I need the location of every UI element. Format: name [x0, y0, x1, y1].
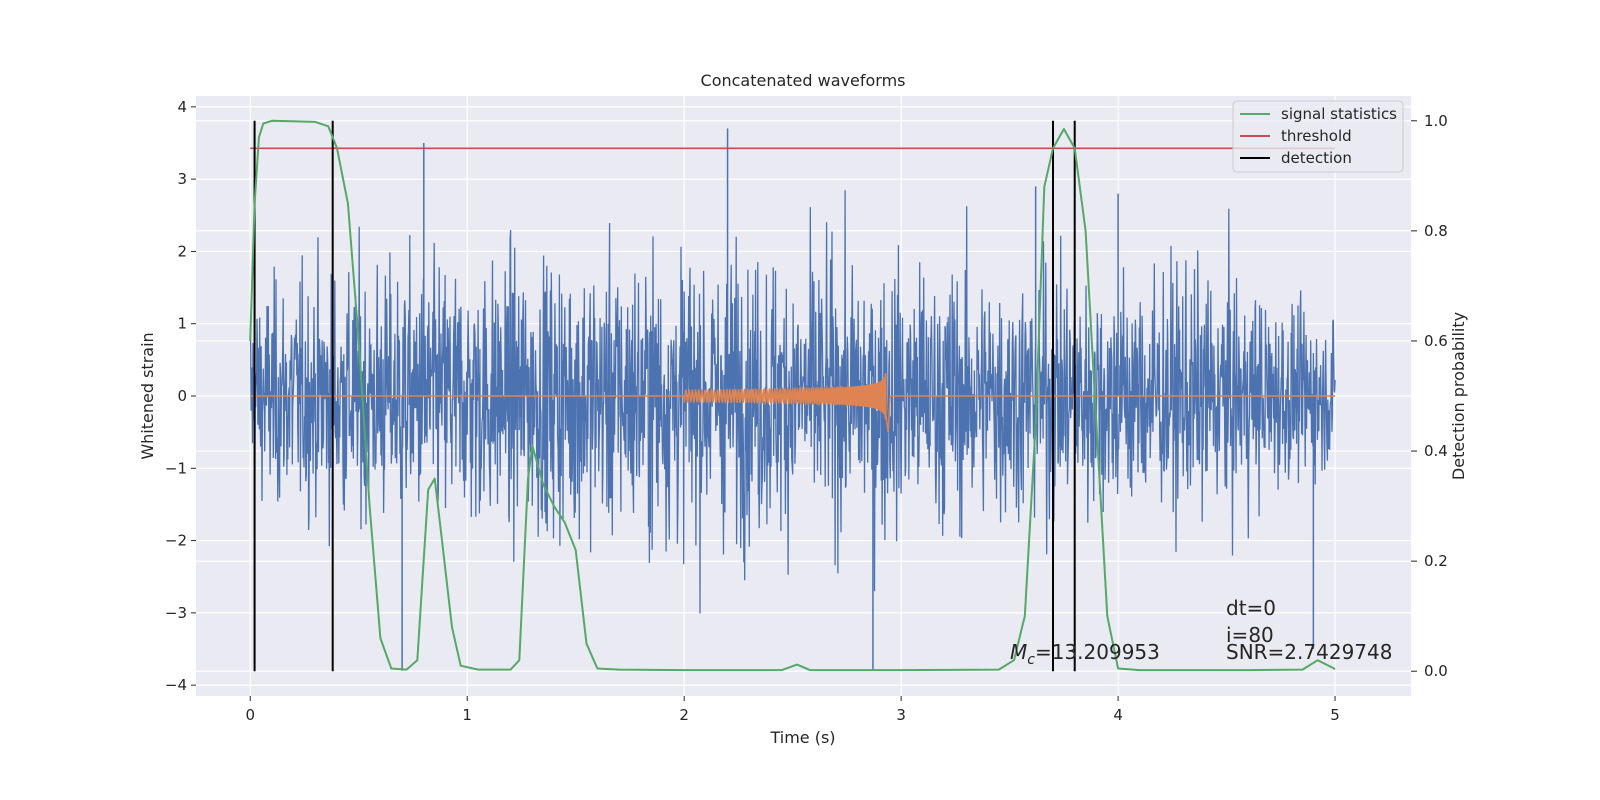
- y-right-tick-label: 0.8: [1424, 222, 1448, 240]
- y-right-tick-label: 0.4: [1424, 442, 1448, 460]
- x-tick-label: 2: [679, 706, 689, 724]
- annotation-i: i=80: [1226, 623, 1274, 647]
- annotation-snr: SNR=2.7429748: [1226, 640, 1392, 664]
- chart-title: Concatenated waveforms: [701, 71, 906, 90]
- signal-statistics-line: [249, 119, 1336, 672]
- y-tick-label: −1: [165, 459, 187, 477]
- x-axis: 0 1 2 3 4 5: [245, 696, 1340, 724]
- annotation-mc: Mc=13.209953: [1010, 640, 1160, 668]
- x-tick-label: 1: [462, 706, 472, 724]
- y-tick-label: −3: [165, 604, 187, 622]
- x-tick-label: 3: [896, 706, 906, 724]
- y-tick-label: −2: [165, 532, 187, 550]
- annotations: Mc=13.209953 dt=0 i=80 SNR=2.7429748: [1010, 596, 1392, 668]
- signal-statistics-series: [249, 119, 1336, 672]
- chirp-line: [250, 373, 1336, 433]
- noise-series: [249, 128, 1336, 671]
- legend-label-threshold: threshold: [1281, 127, 1352, 145]
- y-axis-right: 0.0 0.2 0.4 0.6 0.8 1.0: [1411, 112, 1448, 680]
- y-axis-right-label: Detection probability: [1449, 312, 1468, 480]
- y-tick-label: 3: [177, 170, 187, 188]
- y-tick-label: 0: [177, 387, 187, 405]
- x-axis-label: Time (s): [769, 728, 835, 747]
- y-tick-label: 4: [177, 98, 187, 116]
- x-tick-label: 0: [245, 706, 255, 724]
- x-tick-label: 5: [1330, 706, 1340, 724]
- y-right-tick-label: 0.2: [1424, 552, 1448, 570]
- y-right-tick-label: 0.0: [1424, 662, 1448, 680]
- y-tick-label: 1: [177, 315, 187, 333]
- annotation-dt: dt=0: [1226, 596, 1276, 620]
- legend-label-signal-statistics: signal statistics: [1281, 105, 1397, 123]
- y-right-tick-label: 0.6: [1424, 332, 1448, 350]
- noise-line: [249, 190, 1336, 614]
- legend-label-detection: detection: [1281, 149, 1352, 167]
- x-tick-label: 4: [1113, 706, 1123, 724]
- y-right-tick-label: 1.0: [1424, 112, 1448, 130]
- y-axis-label: Whitened strain: [138, 332, 157, 459]
- chirp-series: [250, 373, 1336, 433]
- y-tick-label: −4: [165, 676, 187, 694]
- legend-box: [1232, 100, 1404, 173]
- y-tick-label: 2: [177, 242, 187, 260]
- plot-area: [249, 119, 1336, 672]
- y-axis-left: −4 −3 −2 −1 0 1 2 3 4: [165, 98, 196, 694]
- legend: signal statistics threshold detection: [1232, 100, 1404, 173]
